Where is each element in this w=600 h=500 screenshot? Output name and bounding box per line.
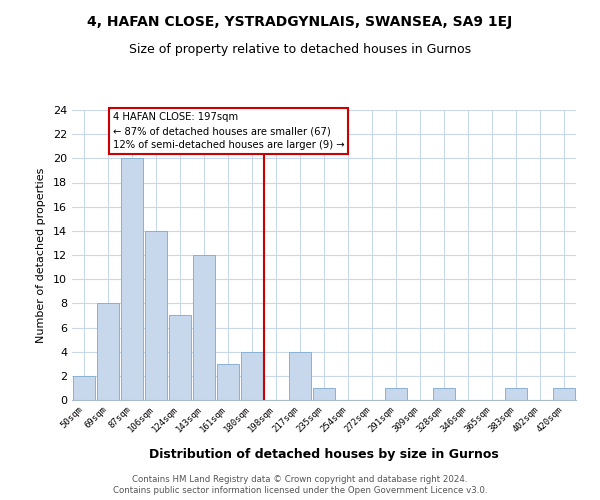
Text: 4 HAFAN CLOSE: 197sqm
← 87% of detached houses are smaller (67)
12% of semi-deta: 4 HAFAN CLOSE: 197sqm ← 87% of detached … [113, 112, 344, 150]
Text: Size of property relative to detached houses in Gurnos: Size of property relative to detached ho… [129, 42, 471, 56]
Bar [505, 388, 527, 400]
Bar [553, 388, 575, 400]
Text: Contains HM Land Registry data © Crown copyright and database right 2024.: Contains HM Land Registry data © Crown c… [132, 475, 468, 484]
Bar [193, 255, 215, 400]
Bar [433, 388, 455, 400]
Bar [145, 231, 167, 400]
Bar [241, 352, 263, 400]
Y-axis label: Number of detached properties: Number of detached properties [36, 168, 46, 342]
Bar [97, 304, 119, 400]
Bar [121, 158, 143, 400]
Text: 4, HAFAN CLOSE, YSTRADGYNLAIS, SWANSEA, SA9 1EJ: 4, HAFAN CLOSE, YSTRADGYNLAIS, SWANSEA, … [88, 15, 512, 29]
Bar [289, 352, 311, 400]
Text: Contains public sector information licensed under the Open Government Licence v3: Contains public sector information licen… [113, 486, 487, 495]
X-axis label: Distribution of detached houses by size in Gurnos: Distribution of detached houses by size … [149, 448, 499, 461]
Bar [385, 388, 407, 400]
Bar [169, 316, 191, 400]
Bar [313, 388, 335, 400]
Bar [217, 364, 239, 400]
Bar [73, 376, 95, 400]
